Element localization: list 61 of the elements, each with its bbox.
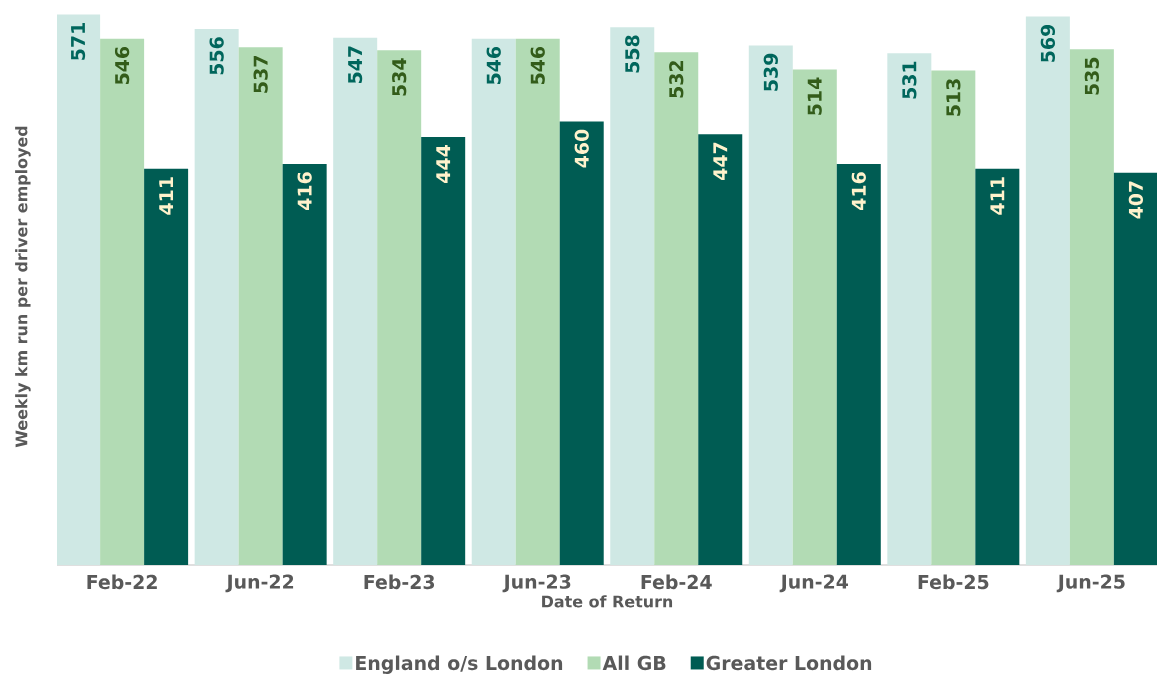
data-label: 411: [990, 177, 1005, 215]
bar: [471, 38, 516, 565]
data-label: 546: [114, 46, 130, 84]
data-label: 447: [713, 142, 728, 180]
x-tick-label: Jun-22: [225, 574, 294, 593]
data-label: 546: [530, 46, 545, 84]
bar: [1113, 172, 1157, 565]
bar: [144, 168, 189, 565]
bar: [194, 29, 239, 565]
x-tick-label: Jun-23: [502, 574, 571, 593]
bar: [748, 45, 793, 565]
x-tick-label: Jun-24: [779, 574, 849, 593]
y-axis-title: Weekly km run per driver employed: [15, 126, 31, 448]
data-label: 416: [851, 172, 866, 210]
bar: [975, 168, 1020, 565]
legend-label: All GB: [602, 655, 666, 671]
x-tick-label: Jun-25: [1056, 574, 1125, 593]
bar: [100, 38, 145, 565]
bar: [1025, 16, 1070, 565]
legend-label: Greater London: [706, 655, 872, 671]
bar: [887, 53, 932, 565]
data-label: 539: [763, 53, 778, 91]
data-label: 532: [669, 61, 684, 98]
bar: [57, 14, 101, 565]
bar: [282, 164, 327, 565]
x-tick-label: Feb-24: [641, 574, 712, 590]
bar: [931, 70, 976, 565]
bar: [238, 47, 283, 565]
bar: [333, 37, 378, 565]
data-label: 514: [807, 77, 822, 115]
data-label: 535: [1084, 57, 1100, 95]
data-label: 537: [253, 56, 268, 93]
x-tick-label: Feb-25: [918, 574, 989, 590]
x-tick-label: Feb-23: [364, 574, 435, 590]
data-label: 569: [1040, 24, 1056, 62]
bar: [654, 52, 699, 565]
bar: [836, 164, 881, 565]
bar: [1069, 49, 1114, 565]
bar: [559, 121, 604, 565]
data-label: 407: [1128, 181, 1144, 219]
bar: [377, 50, 422, 565]
data-label: 534: [392, 58, 407, 96]
x-tick-label: Feb-22: [87, 574, 157, 590]
data-label: 444: [436, 145, 451, 183]
bar: [610, 27, 655, 565]
data-label: 460: [574, 129, 589, 168]
bar: [515, 38, 560, 565]
legend-label: England o/s London: [356, 655, 563, 674]
x-axis-title: Date of Return: [542, 595, 673, 608]
data-label: 531: [902, 61, 917, 99]
data-label: 571: [71, 23, 86, 60]
data-label: 513: [946, 79, 961, 116]
data-label: 416: [297, 172, 312, 210]
bar: [421, 137, 466, 565]
data-label: 558: [625, 35, 640, 73]
bar: [792, 69, 837, 565]
data-label: 547: [348, 46, 363, 83]
data-label: 546: [486, 46, 501, 84]
data-label: 411: [159, 177, 174, 215]
bar: [698, 134, 743, 565]
data-label: 556: [209, 37, 224, 75]
